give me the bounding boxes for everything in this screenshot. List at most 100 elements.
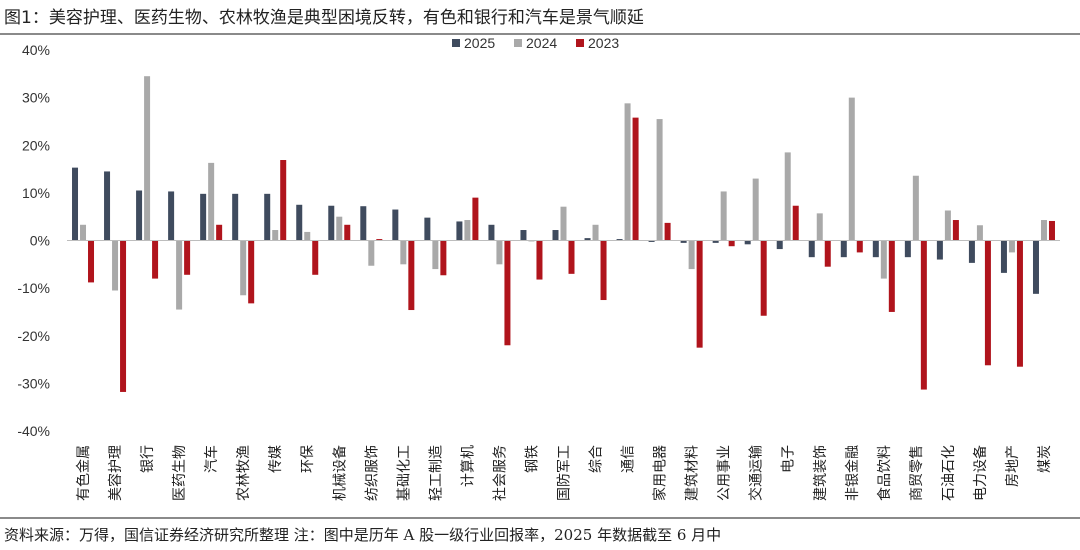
bar-2024-22 bbox=[784, 152, 791, 241]
bar-2024-8 bbox=[336, 216, 343, 241]
bar-2025-30 bbox=[1032, 240, 1039, 294]
x-tick-label: 农林牧渔 bbox=[236, 445, 252, 501]
bar-2025-11 bbox=[424, 217, 431, 241]
bar-2025-14 bbox=[520, 230, 527, 241]
bar-2023-8 bbox=[344, 224, 351, 241]
x-tick-label: 非银金融 bbox=[845, 445, 861, 501]
bar-2024-0 bbox=[80, 224, 87, 241]
bar-2023-26 bbox=[920, 240, 927, 390]
bar-2023-29 bbox=[1016, 240, 1023, 367]
bar-2023-13 bbox=[504, 240, 511, 346]
y-tick-label: -40% bbox=[17, 423, 50, 439]
bar-2025-7 bbox=[296, 204, 303, 241]
x-tick-label: 综合 bbox=[589, 445, 605, 473]
bar-2023-5 bbox=[248, 240, 255, 304]
bar-2025-1 bbox=[104, 171, 111, 241]
x-tick-label: 纺织服饰 bbox=[364, 445, 380, 501]
footnote: 资料来源：万得，国信证券经济研究所整理 注：图中是历年 A 股一级行业回报率，2… bbox=[4, 526, 722, 544]
bar-2024-11 bbox=[432, 240, 439, 270]
bar-2025-12 bbox=[456, 221, 463, 241]
x-tick-label: 环保 bbox=[300, 445, 316, 473]
x-tick-label: 电力设备 bbox=[972, 445, 989, 501]
bar-2025-8 bbox=[328, 205, 335, 241]
bar-2025-26 bbox=[904, 240, 911, 258]
bar-2025-17 bbox=[616, 239, 623, 241]
x-tick-label: 通信 bbox=[621, 445, 637, 473]
bar-2024-25 bbox=[880, 240, 887, 279]
bar-2024-7 bbox=[304, 231, 311, 241]
bar-2023-25 bbox=[888, 240, 895, 312]
bar-2023-10 bbox=[408, 240, 415, 311]
bar-2025-27 bbox=[936, 240, 943, 260]
bar-2024-3 bbox=[176, 240, 183, 310]
bar-2025-24 bbox=[840, 240, 847, 258]
x-tick-label: 轻工制造 bbox=[428, 445, 444, 501]
bar-2023-17 bbox=[632, 117, 639, 241]
y-tick-label: -20% bbox=[17, 328, 50, 344]
bar-2025-28 bbox=[968, 240, 975, 263]
bar-2024-18 bbox=[656, 119, 663, 241]
legend-label-2025: 2025 bbox=[464, 35, 495, 51]
bar-2023-21 bbox=[760, 240, 767, 316]
bar-2025-25 bbox=[872, 240, 879, 258]
x-tick-label: 公用事业 bbox=[717, 445, 733, 501]
footnote-divider bbox=[0, 517, 1080, 519]
x-tick-label: 医药生物 bbox=[172, 445, 188, 501]
bar-2023-6 bbox=[280, 160, 287, 241]
x-tick-label: 银行 bbox=[140, 445, 156, 473]
bar-2025-3 bbox=[168, 191, 175, 241]
bar-2025-6 bbox=[264, 193, 271, 241]
y-tick-label: -10% bbox=[17, 280, 50, 296]
bar-2023-28 bbox=[984, 240, 991, 366]
bar-2025-15 bbox=[552, 230, 559, 241]
bar-2024-24 bbox=[848, 97, 855, 241]
bar-2025-2 bbox=[136, 190, 143, 241]
legend-label-2024: 2024 bbox=[526, 35, 557, 51]
bar-2023-15 bbox=[568, 240, 575, 274]
bar-2024-5 bbox=[240, 240, 247, 296]
bar-2024-29 bbox=[1008, 240, 1015, 253]
bar-2023-7 bbox=[312, 240, 319, 275]
bar-2025-22 bbox=[776, 240, 783, 250]
x-tick-label: 有色金属 bbox=[75, 445, 92, 501]
bar-2024-12 bbox=[464, 220, 471, 241]
x-tick-label: 建筑装饰 bbox=[813, 445, 829, 501]
x-tick-label: 电子 bbox=[781, 445, 797, 473]
bar-2023-22 bbox=[792, 205, 799, 241]
y-tick-label: 10% bbox=[22, 185, 50, 201]
x-axis: 有色金属 美容护理 银行 医药生物 汽车 农林牧渔 传媒 环保 机械设备 纺织服饰 基础化工 轻工制造… bbox=[67, 240, 1060, 501]
y-axis: 40% 30% 20% 10% 0% -10% -20% -30% -40% bbox=[17, 42, 50, 439]
legend-swatch-2024 bbox=[514, 39, 522, 47]
bar-2024-28 bbox=[976, 225, 983, 241]
bar-2025-16 bbox=[584, 238, 591, 241]
x-tick-label: 建筑材料 bbox=[685, 445, 701, 501]
x-tick-label: 煤炭 bbox=[1037, 445, 1053, 473]
bar-2025-9 bbox=[360, 206, 367, 241]
x-tick-label: 商贸零售 bbox=[909, 445, 925, 501]
bar-2023-2 bbox=[152, 240, 159, 279]
x-tick-label: 房地产 bbox=[1005, 445, 1021, 487]
legend-swatch-2023 bbox=[576, 39, 584, 47]
bar-2023-14 bbox=[536, 240, 543, 280]
x-tick-label: 国防军工 bbox=[557, 445, 573, 501]
bar-2023-27 bbox=[952, 220, 959, 241]
bar-2023-11 bbox=[440, 240, 447, 276]
legend-label-2023: 2023 bbox=[588, 35, 619, 51]
bar-2023-3 bbox=[184, 240, 191, 275]
bar-2023-23 bbox=[824, 240, 831, 267]
bar-2025-0 bbox=[72, 167, 79, 241]
x-tick-label: 基础化工 bbox=[395, 445, 412, 501]
x-tick-label: 食品饮料 bbox=[876, 445, 893, 501]
bar-2025-21 bbox=[744, 240, 751, 245]
bar-2023-0 bbox=[88, 240, 95, 283]
bar-2024-13 bbox=[496, 240, 503, 265]
bar-2023-1 bbox=[120, 240, 127, 392]
bar-2024-19 bbox=[688, 240, 695, 270]
bar-2025-13 bbox=[488, 224, 495, 241]
bar-chart: 40% 30% 20% 10% 0% -10% -20% -30% -40% 有色金属 美容护理银… bbox=[17, 35, 1060, 501]
bar-2024-6 bbox=[272, 230, 279, 241]
y-tick-label: 40% bbox=[22, 42, 50, 58]
bar-2024-26 bbox=[912, 175, 919, 241]
bar-2023-12 bbox=[472, 197, 479, 241]
bar-2025-5 bbox=[232, 193, 239, 241]
